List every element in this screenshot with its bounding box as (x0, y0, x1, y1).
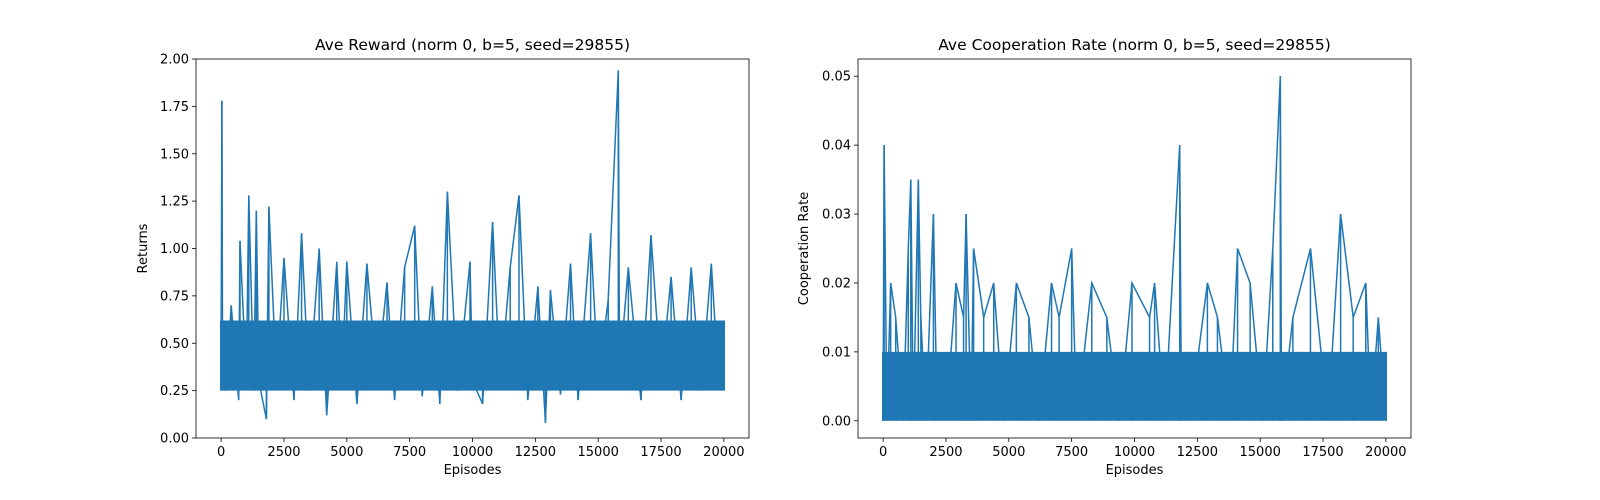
y-tick-label: 1.00 (160, 242, 189, 257)
y-tick-label: 0.25 (160, 384, 189, 399)
chart-title: Ave Reward (norm 0, b=5, seed=29855) (315, 36, 630, 54)
y-tick-label: 1.25 (160, 195, 189, 210)
x-tick-label: 10000 (452, 445, 493, 460)
x-axis-label: Episodes (1106, 463, 1164, 478)
x-axis-label: Episodes (444, 463, 502, 478)
x-tick-label: 5000 (992, 445, 1025, 460)
chart-title: Ave Cooperation Rate (norm 0, b=5, seed=… (938, 36, 1331, 54)
x-tick-label: 15000 (1240, 445, 1281, 460)
y-tick-label: 0.02 (822, 276, 851, 291)
y-tick-label: 1.75 (160, 100, 189, 115)
y-tick-label: 0.03 (822, 208, 851, 223)
chart-ave-reward: 0 2500 5000 7500 10000 12500 15000 17500 20000 0.… (136, 36, 750, 478)
x-tick-label: 0 (217, 445, 225, 460)
x-tick-label: 2500 (929, 445, 962, 460)
y-tick-label: 0.75 (160, 289, 189, 304)
x-tick-label: 15000 (578, 445, 619, 460)
y-axis-label: Returns (136, 223, 151, 273)
y-tick-label: 0.01 (822, 345, 851, 360)
x-tick-label: 5000 (330, 445, 363, 460)
y-tick-label: 0.05 (822, 70, 851, 85)
x-tick-label: 7500 (393, 445, 426, 460)
x-tick-label: 17500 (1302, 445, 1343, 460)
x-tick-label: 10000 (1114, 445, 1155, 460)
x-tick-label: 7500 (1055, 445, 1088, 460)
y-tick-label: 0.00 (160, 432, 189, 447)
x-tick-label: 2500 (267, 445, 300, 460)
y-tick-label: 0.00 (822, 414, 851, 429)
x-tick-label: 12500 (1177, 445, 1218, 460)
y-tick-label: 0.04 (822, 139, 851, 154)
chart-ave-cooperation-rate: 0 2500 5000 7500 10000 12500 15000 17500 20000 0.… (797, 36, 1412, 478)
x-tick-label: 12500 (515, 445, 556, 460)
x-tick-label: 0 (879, 445, 887, 460)
series-noise-band (220, 320, 725, 391)
y-tick-label: 1.50 (160, 147, 189, 162)
y-axis-label: Cooperation Rate (797, 192, 812, 305)
x-tick-label: 20000 (1365, 445, 1406, 460)
x-tick-label: 20000 (703, 445, 744, 460)
y-tick-label: 2.00 (160, 53, 189, 68)
y-tick-label: 0.50 (160, 337, 189, 352)
x-tick-label: 17500 (640, 445, 681, 460)
